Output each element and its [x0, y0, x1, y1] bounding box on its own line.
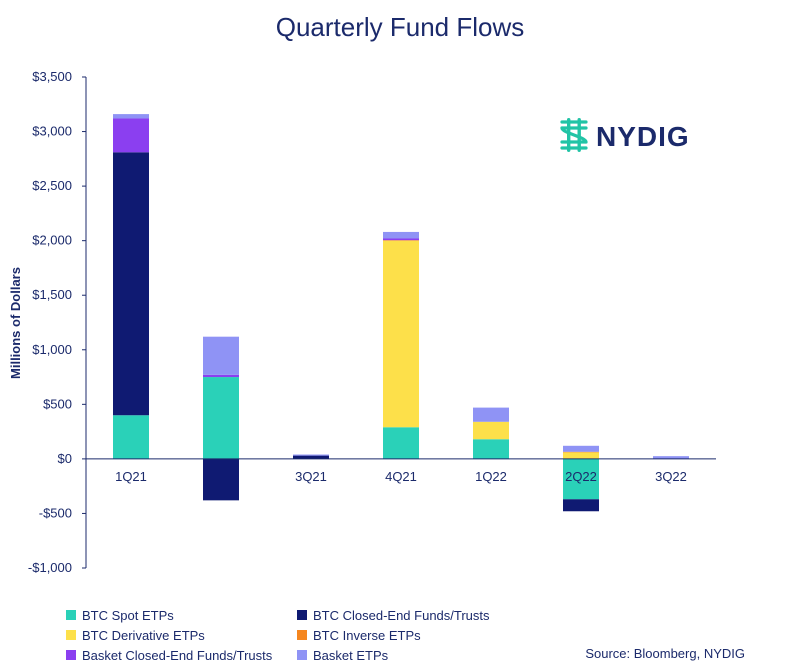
bar-segment: [383, 427, 419, 459]
y-axis-label: Millions of Dollars: [8, 267, 23, 379]
y-tick-label: $1,500: [32, 287, 72, 302]
legend-swatch: [66, 650, 76, 660]
y-ticks-group: -$1,000 -$500 $0 $500 $1,000 $1,500 $2,000 $2,5…: [28, 69, 86, 575]
legend-label: BTC Spot ETPs: [82, 608, 174, 623]
bar-segment: [563, 451, 599, 453]
bar-segment: [563, 452, 599, 459]
legend-swatch: [297, 610, 307, 620]
legend: BTC Spot ETPs BTC Closed-End Funds/Trusts…: [66, 608, 490, 663]
bar-segment: [383, 231, 419, 239]
y-tick-label: $1,000: [32, 342, 72, 357]
bar-segment: [203, 374, 239, 378]
legend-label: Basket ETPs: [313, 648, 389, 663]
legend-swatch: [297, 630, 307, 640]
bars-group: [113, 114, 689, 512]
x-tick-label: 3Q22: [655, 469, 687, 484]
bar-segment: [383, 240, 419, 241]
bar-segment: [113, 415, 149, 459]
bar-segment: [383, 240, 419, 428]
bar-segment: [293, 455, 329, 459]
y-tick-label: $3,500: [32, 69, 72, 84]
legend-label: BTC Closed-End Funds/Trusts: [313, 608, 490, 623]
source-note: Source: Bloomberg, NYDIG: [585, 646, 745, 661]
bar-segment: [293, 454, 329, 456]
bar-segment: [563, 499, 599, 512]
y-tick-label: $2,500: [32, 178, 72, 193]
y-tick-label: $500: [43, 396, 72, 411]
nydig-logo-icon: [560, 118, 588, 152]
legend-swatch: [297, 650, 307, 660]
y-tick-label: -$1,000: [28, 560, 72, 575]
bar-segment: [203, 377, 239, 459]
x-tick-label: 4Q21: [385, 469, 417, 484]
legend-label: BTC Inverse ETPs: [313, 628, 421, 643]
bar-segment: [383, 238, 419, 241]
bar-segment: [473, 407, 509, 422]
x-tick-label: 3Q21: [295, 469, 327, 484]
y-tick-label: $0: [58, 451, 72, 466]
bar-segment: [653, 456, 689, 459]
nydig-logo-text: NYDIG: [596, 121, 690, 152]
x-tick-label: 2Q22: [565, 469, 597, 484]
bar-segment: [203, 336, 239, 375]
legend-label: Basket Closed-End Funds/Trusts: [82, 648, 273, 663]
bar-segment: [563, 458, 599, 500]
x-tick-label: 1Q21: [115, 469, 147, 484]
bar-segment: [113, 114, 149, 119]
chart-title: Quarterly Fund Flows: [276, 12, 525, 42]
bar-segment: [113, 118, 149, 153]
y-tick-label: $2,000: [32, 233, 72, 248]
x-tick-label: 1Q22: [475, 469, 507, 484]
bar-segment: [473, 421, 509, 440]
legend-swatch: [66, 610, 76, 620]
legend-label: BTC Derivative ETPs: [82, 628, 205, 643]
y-tick-label: $3,000: [32, 124, 72, 139]
legend-swatch: [66, 630, 76, 640]
bar-segment: [113, 152, 149, 416]
x-ticks-group: 1Q21 3Q21 4Q21 1Q22 2Q22 3Q22: [115, 469, 687, 484]
bar-segment: [563, 445, 599, 452]
bar-segment: [473, 439, 509, 459]
nydig-logo: NYDIG: [560, 118, 690, 152]
y-tick-label: -$500: [39, 505, 72, 520]
bar-segment: [203, 458, 239, 501]
